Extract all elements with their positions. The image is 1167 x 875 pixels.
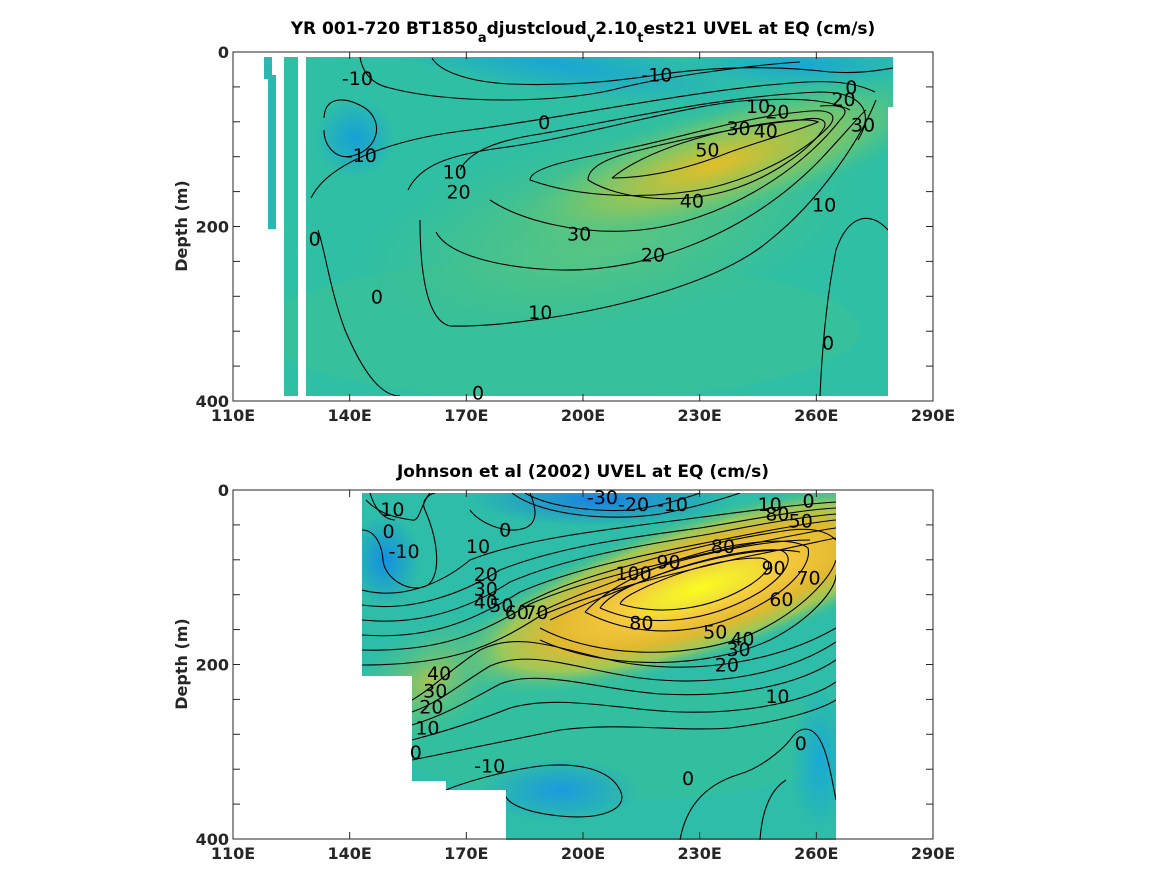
bot-contour-label: 60: [769, 589, 793, 611]
top-x-tick-label: 140E: [328, 406, 372, 425]
top-contour-label: 20: [831, 89, 855, 111]
bot-y-tick-label: 400: [196, 830, 229, 849]
bot-x-tick-label: 170E: [444, 844, 488, 863]
bot-contour-label: -30: [587, 487, 618, 509]
bot-contour-label: 80: [629, 613, 653, 635]
bot-contour-label: 80: [765, 504, 789, 526]
bot-y-tick-label: 0: [218, 481, 229, 500]
bot-contour-label: 70: [524, 602, 548, 624]
bot-contour-label: -20: [618, 494, 649, 516]
bot-contour-label: 10: [765, 686, 789, 708]
bot-contour-label: 40: [474, 592, 498, 614]
top-contour-label: 0: [472, 382, 484, 404]
bot-contour-label: 30: [474, 579, 498, 601]
bot-contour-label: 0: [682, 768, 694, 790]
bot-contour-label: 80: [711, 536, 735, 558]
top-x-tick-label: 170E: [444, 406, 488, 425]
top-panel: YR 001-720 BT1850adjustcloudv2.10test21 …: [172, 19, 955, 425]
bot-contour-label: 0: [410, 742, 422, 764]
bot-y-tick-label: 200: [196, 656, 229, 675]
bot-contour-label: 100: [615, 563, 651, 585]
top-contour-label: 50: [695, 140, 719, 162]
top-contour-label: 30: [726, 118, 750, 140]
bot-contour-label: 10: [380, 499, 404, 521]
bot-contour-label: 10: [758, 494, 782, 516]
bot-contour-label: 0: [795, 733, 807, 755]
bot-x-tick-label: 200E: [561, 844, 605, 863]
bot-x-tick-label: 290E: [911, 844, 955, 863]
bot-contour-label: 20: [419, 696, 443, 718]
bot-contour-label: 10: [466, 536, 490, 558]
top-contour-label: 20: [446, 182, 470, 204]
bot-contour-label: 40: [730, 628, 754, 650]
top-x-tick-label: 290E: [911, 406, 955, 425]
bot-contour-label: -10: [389, 541, 420, 563]
top-contour-lines: [310, 57, 893, 396]
top-x-tick-label: 260E: [794, 406, 838, 425]
top-contour-label: 0: [845, 77, 857, 99]
bot-contour-label: 90: [656, 552, 680, 574]
bot-contour-label: 0: [803, 490, 815, 512]
bottom-panel: Johnson et al (2002) UVEL at EQ (cm/s): [172, 462, 955, 863]
bot-contour-label: 20: [715, 655, 739, 677]
top-contour-label: 30: [567, 223, 591, 245]
top-contour-label: 0: [309, 229, 321, 251]
top-contour-label: 0: [822, 333, 834, 355]
top-contour-label: 20: [765, 101, 789, 123]
top-contour-label: 40: [680, 190, 704, 212]
bottom-chart-title: Johnson et al (2002) UVEL at EQ (cm/s): [396, 462, 769, 482]
bot-contour-label: 30: [726, 639, 750, 661]
bot-contour-label: 10: [415, 717, 439, 739]
top-y-tick-label: 0: [218, 43, 229, 62]
top-field: [264, 57, 893, 396]
top-contour-label: 0: [371, 286, 383, 308]
top-y-tick-label: 400: [196, 392, 229, 411]
bot-contour-label: 60: [505, 602, 529, 624]
bot-contour-label: 40: [427, 663, 451, 685]
top-contour-label: -10: [342, 68, 373, 90]
bot-x-tick-label: 230E: [678, 844, 722, 863]
top-x-tick-label: 230E: [678, 406, 722, 425]
bot-contour-label: -10: [657, 494, 688, 516]
bot-x-tick-label: 140E: [328, 844, 372, 863]
top-x-tick-label: 110E: [211, 406, 255, 425]
top-contour-label: -10: [346, 145, 377, 167]
bot-contour-label: 30: [423, 681, 447, 703]
top-contour-label: 10: [443, 162, 467, 184]
top-contour-label: 10: [528, 302, 552, 324]
bot-contour-label: 70: [796, 567, 820, 589]
bot-contour-label: 50: [789, 511, 813, 533]
bot-contour-label: 50: [703, 621, 727, 643]
top-contour-label: 30: [851, 114, 875, 136]
top-y-tick-label: 200: [196, 218, 229, 237]
top-contour-label: 20: [641, 244, 665, 266]
top-contour-label: 0: [538, 112, 550, 134]
bot-contour-label: 0: [383, 521, 395, 543]
bot-x-tick-label: 260E: [794, 844, 838, 863]
bottom-y-axis-label: Depth (m): [172, 618, 191, 710]
top-contour-label: 40: [754, 121, 778, 143]
top-contour-label: 10: [812, 195, 836, 217]
bot-contour-label: -10: [474, 756, 505, 778]
top-contour-label: 10: [746, 96, 770, 118]
bot-contour-label: 0: [499, 519, 511, 541]
top-contour-label: -10: [641, 65, 672, 87]
bot-x-tick-label: 110E: [211, 844, 255, 863]
bottom-contour-lines: [362, 493, 836, 840]
bot-contour-label: 20: [474, 564, 498, 586]
top-y-axis-label: Depth (m): [172, 180, 191, 272]
top-chart-title: YR 001-720 BT1850adjustcloudv2.10test21 …: [290, 19, 876, 46]
top-x-tick-label: 200E: [561, 406, 605, 425]
bot-contour-label: 90: [761, 558, 785, 580]
bot-contour-label: 50: [489, 595, 513, 617]
